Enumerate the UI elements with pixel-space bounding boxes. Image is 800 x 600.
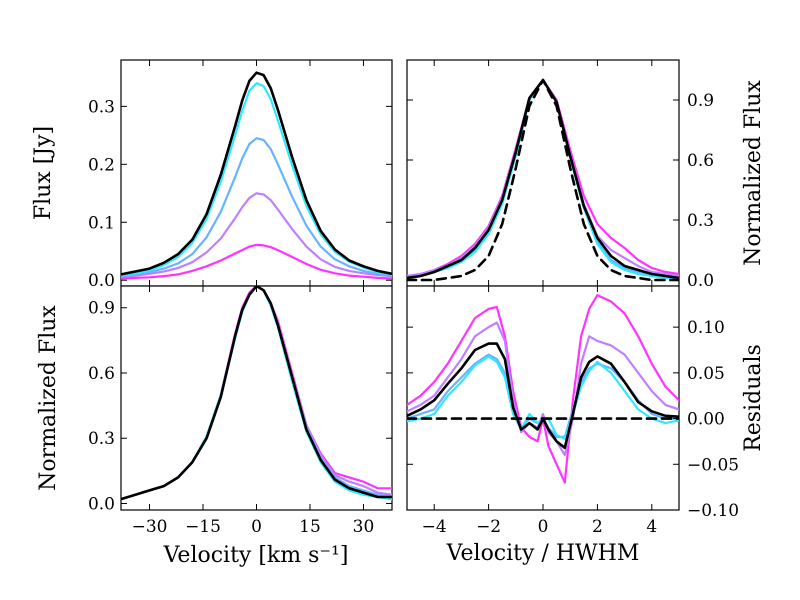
bottom-left-xlabel: Velocity [km s⁻¹] <box>163 543 349 568</box>
top-left-series-magenta <box>121 243 392 280</box>
top-left-series-cyan <box>121 82 392 277</box>
top-right-ytick-label: 0.6 <box>687 151 714 171</box>
top-left-ytick-label: 0.2 <box>88 155 115 175</box>
bottom-left-series-black <box>121 286 392 501</box>
top-right-ylabel: Normalized Flux <box>741 80 766 266</box>
bottom-right-ytick-label: 0.05 <box>687 364 725 384</box>
bottom-right-ytick-label: 0.00 <box>687 410 725 430</box>
top-left-panel: 0.0 0.1 0.2 0.3 <box>88 60 392 291</box>
bottom-right-series-purple <box>407 321 679 457</box>
top-left-panel-frame <box>120 59 393 287</box>
bottom-right-xtick-label: 4 <box>646 517 657 537</box>
bottom-right-ytick-label: −0.05 <box>687 455 739 475</box>
bottom-left-xtick-label: 30 <box>353 517 375 537</box>
bottom-right-ytick-label: −0.10 <box>687 501 739 521</box>
bottom-right-xlabel: Velocity / HWHM <box>446 541 640 566</box>
top-right-ytick-label: 0.0 <box>687 271 714 291</box>
bottom-left-panel-frame <box>120 285 393 511</box>
bottom-right-panel: −0.10 −0.05 0.00 0.05 0.10 −4 −2 0 2 4 <box>407 286 739 537</box>
bottom-left-xtick-label: 15 <box>299 517 321 537</box>
bottom-right-panel-frame <box>406 285 680 511</box>
top-right-panel-frame <box>406 59 680 287</box>
top-right-series-black-dashed <box>407 78 679 282</box>
bottom-right-xtick-label: −4 <box>422 517 447 537</box>
bottom-left-ytick-label: 0.9 <box>88 299 115 319</box>
bottom-left-xtick-label: −30 <box>132 517 168 537</box>
top-right-panel: 0.0 0.3 0.6 0.9 <box>407 60 714 291</box>
bottom-right-xtick-label: 2 <box>592 517 603 537</box>
top-left-series-purple <box>121 192 392 278</box>
bottom-left-xtick-label: −15 <box>185 517 221 537</box>
bottom-left-ylabel: Normalized Flux <box>36 305 61 491</box>
bottom-right-xtick-label: 0 <box>538 517 549 537</box>
bottom-left-xtick-label: 0 <box>251 517 262 537</box>
top-left-ytick-label: 0.3 <box>88 97 115 117</box>
bottom-right-ylabel: Residuals <box>741 344 766 452</box>
top-right-ytick-label: 0.3 <box>687 211 714 231</box>
top-left-ylabel: Flux [Jy] <box>31 126 56 220</box>
top-left-ytick-label: 0.1 <box>88 213 115 233</box>
bottom-left-ytick-label: 0.3 <box>88 429 115 449</box>
bottom-left-ytick-label: 0.0 <box>88 494 115 514</box>
bottom-left-panel: 0.0 0.3 0.6 0.9 −30 −15 0 15 30 <box>88 286 392 537</box>
bottom-right-ytick-label: 0.10 <box>687 318 725 338</box>
bottom-left-ytick-label: 0.6 <box>88 364 115 384</box>
top-left-series-lightblue <box>121 137 392 278</box>
top-left-ytick-label: 0.0 <box>88 271 115 291</box>
top-left-series-black <box>121 71 392 276</box>
bottom-right-xtick-label: −2 <box>476 517 501 537</box>
top-right-ytick-label: 0.9 <box>687 91 714 111</box>
